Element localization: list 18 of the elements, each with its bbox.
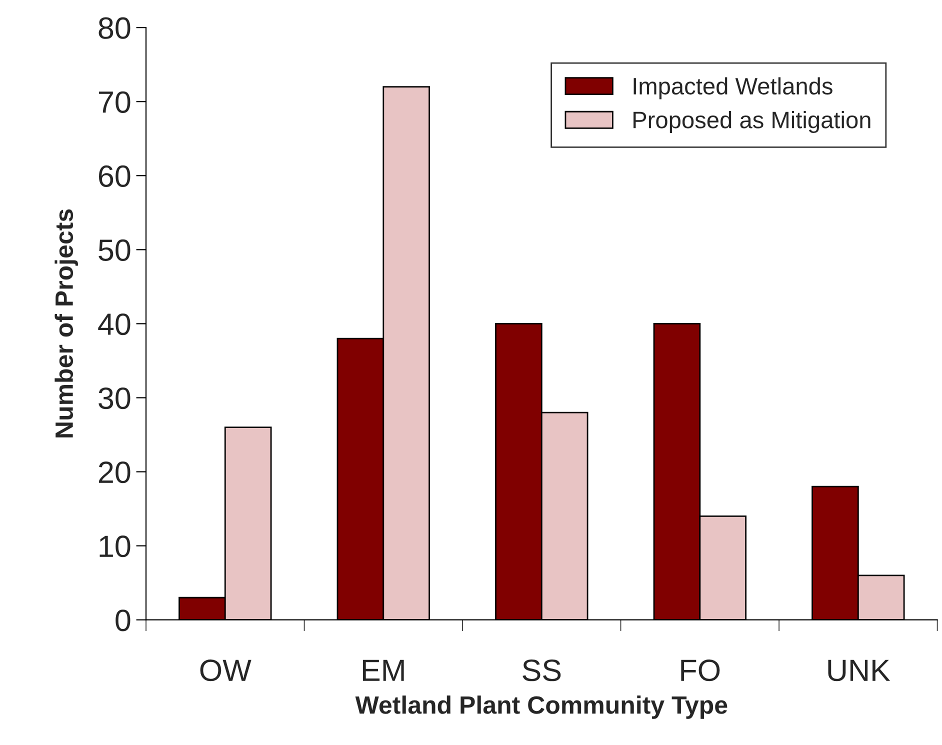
- y-tick-label: 40: [98, 313, 130, 336]
- y-tick-label: 20: [98, 462, 130, 484]
- legend-label: Impacted Wetlands: [634, 77, 832, 100]
- y-tick-label: 30: [98, 387, 130, 410]
- x-tick-label: UNK: [828, 660, 890, 682]
- x-tick-label: OW: [200, 660, 252, 682]
- y-tick-label: 50: [98, 239, 130, 262]
- y-axis-title: Number of Projects: [54, 209, 78, 438]
- x-tick-label: SS: [522, 660, 561, 682]
- x-axis-title: Wetland Plant Community Type: [355, 696, 728, 719]
- x-tick-label: EM: [362, 660, 404, 681]
- y-tick-label: 60: [98, 165, 130, 188]
- y-tick-label: 0: [116, 610, 130, 632]
- x-tick-label: FO: [681, 660, 720, 682]
- y-tick-label: 70: [99, 91, 130, 113]
- y-tick-label: 10: [100, 536, 130, 558]
- legend-label: Proposed as Mitigation: [634, 111, 870, 134]
- y-tick-label: 80: [98, 17, 130, 39]
